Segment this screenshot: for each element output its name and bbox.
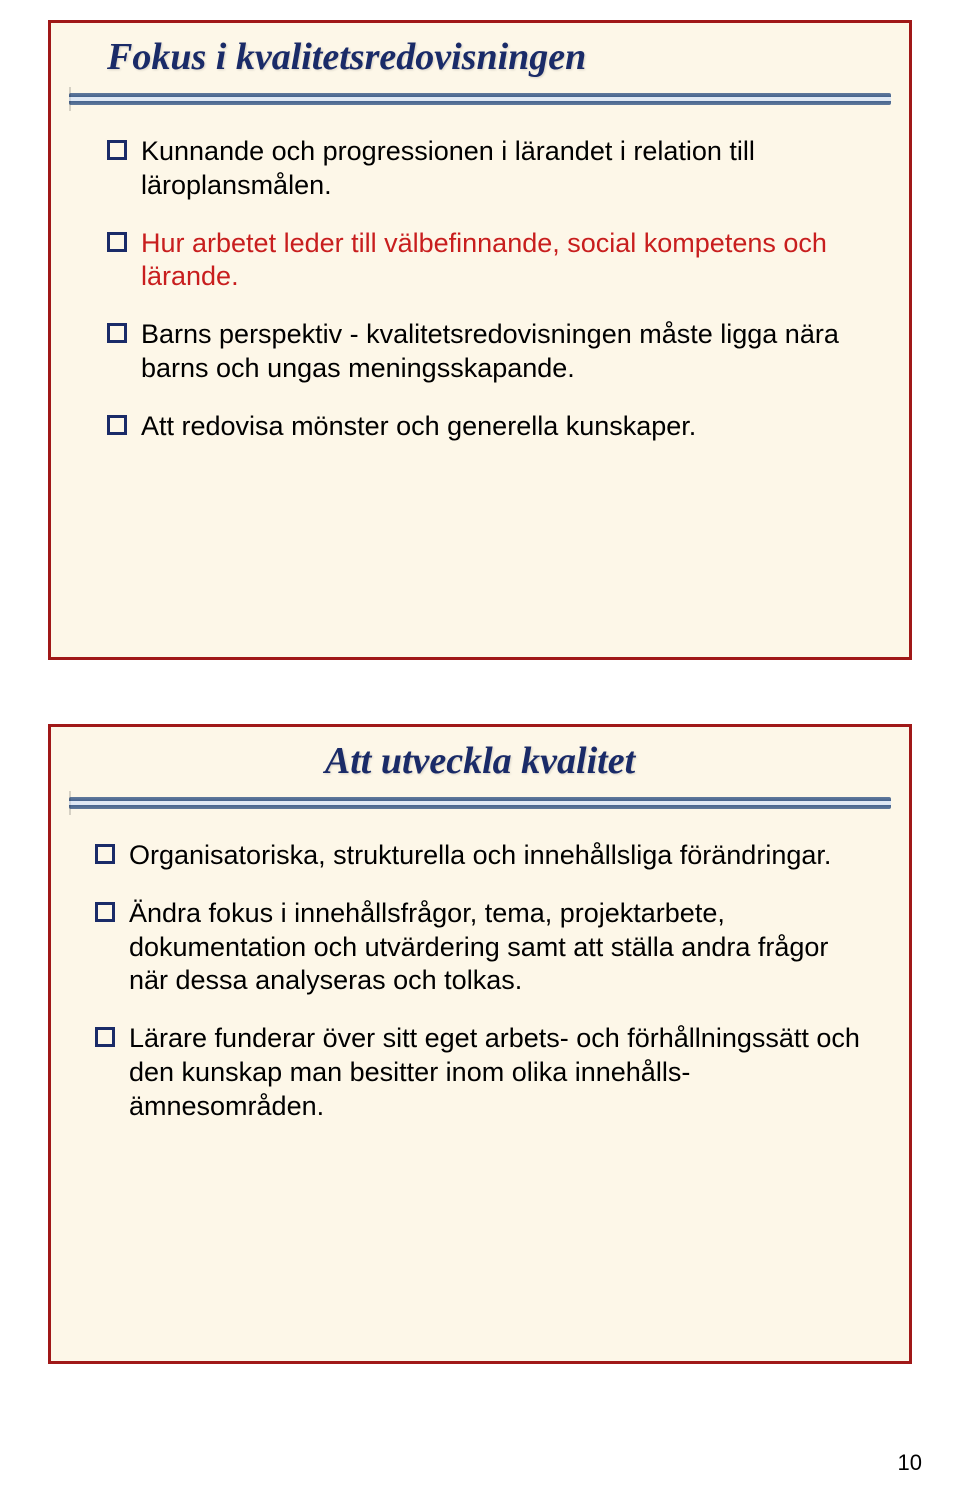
bullet-box-icon [107, 140, 127, 160]
slide-2-title-area: Att utveckla kvalitet [51, 727, 909, 813]
bullet-text: Att redovisa mönster och generella kunsk… [141, 410, 873, 444]
bullet-text: Ändra fokus i innehållsfrågor, tema, pro… [129, 897, 873, 998]
slide-1: Fokus i kvalitetsredovisningen Kunnande … [48, 20, 912, 660]
slide-1-title: Fokus i kvalitetsredovisningen [51, 35, 909, 89]
bullet-box-icon [95, 902, 115, 922]
bullet-text: Barns perspektiv - kvalitetsredovisninge… [141, 318, 873, 386]
slide-1-title-area: Fokus i kvalitetsredovisningen [51, 23, 909, 109]
bullet-text: Lärare funderar över sitt eget arbets- o… [129, 1022, 873, 1123]
slide-2-title: Att utveckla kvalitet [51, 739, 909, 793]
bullet-box-icon [95, 1027, 115, 1047]
list-item: Organisatoriska, strukturella och innehå… [95, 839, 873, 873]
list-item: Ändra fokus i innehållsfrågor, tema, pro… [95, 897, 873, 998]
bullet-box-icon [107, 232, 127, 252]
list-item: Lärare funderar över sitt eget arbets- o… [95, 1022, 873, 1123]
bullet-box-icon [107, 415, 127, 435]
bullet-text: Kunnande och progressionen i lärandet i … [141, 135, 873, 203]
bullet-text: Organisatoriska, strukturella och innehå… [129, 839, 873, 873]
list-item: Barns perspektiv - kvalitetsredovisninge… [107, 318, 873, 386]
page-number: 10 [898, 1450, 922, 1476]
bullet-box-icon [95, 844, 115, 864]
list-item: Att redovisa mönster och generella kunsk… [107, 410, 873, 444]
slide-divider [69, 793, 891, 813]
slide-divider [69, 89, 891, 109]
list-item: Hur arbetet leder till välbefinnande, so… [107, 227, 873, 295]
bullet-box-icon [107, 323, 127, 343]
slide-2: Att utveckla kvalitet Organisatoriska, s… [48, 724, 912, 1364]
slide-2-content: Organisatoriska, strukturella och innehå… [51, 821, 909, 1157]
bullet-text: Hur arbetet leder till välbefinnande, so… [141, 227, 873, 295]
list-item: Kunnande och progressionen i lärandet i … [107, 135, 873, 203]
slide-1-content: Kunnande och progressionen i lärandet i … [51, 117, 909, 477]
